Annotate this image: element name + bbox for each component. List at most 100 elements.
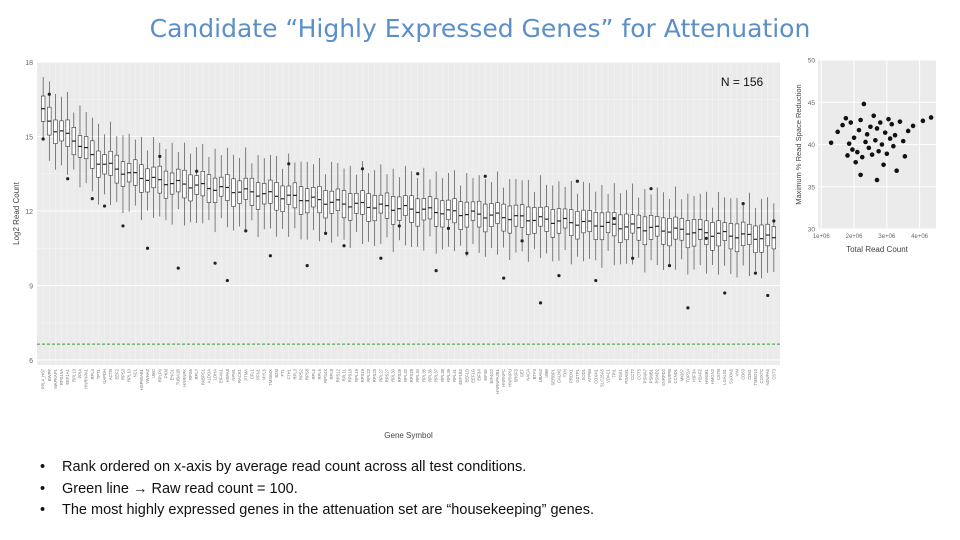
x-axis: PPL4_H87 BWPF MAPKAP1 RPS15A EEF1A1 RPL13 PPIA… bbox=[41, 368, 777, 393]
box bbox=[599, 184, 605, 268]
box bbox=[698, 193, 703, 266]
x-tick-label: SRSF3 bbox=[513, 368, 518, 382]
x-tick-label: 4e+06 bbox=[911, 234, 929, 240]
bullet-text: Green line bbox=[62, 480, 133, 497]
box bbox=[65, 91, 70, 175]
x-tick-label: NPM1 bbox=[231, 368, 236, 380]
x-tick-label: PPL4_H87 bbox=[41, 368, 46, 389]
y-tick-label: 50 bbox=[808, 58, 816, 65]
box bbox=[648, 194, 654, 261]
x-axis: 1e+06 2e+06 3e+06 4e+06 bbox=[813, 234, 929, 240]
box bbox=[114, 136, 119, 203]
box bbox=[243, 147, 248, 231]
scatter-point bbox=[897, 119, 903, 124]
box bbox=[446, 173, 451, 247]
outlier-point bbox=[667, 264, 672, 268]
x-tick-label: RPL32 bbox=[403, 368, 408, 381]
outlier-point bbox=[397, 224, 401, 228]
x-tick-label: HNRNPA2B1 bbox=[495, 368, 500, 393]
box bbox=[765, 197, 770, 273]
x-tick-label: HSP90AB1 bbox=[139, 368, 144, 390]
y-tick-label: 12 bbox=[25, 209, 33, 216]
x-tick-label: PSMD2 bbox=[655, 368, 660, 383]
x-tick-label: RPS19 bbox=[360, 368, 365, 382]
x-tick-label: RPL27 bbox=[378, 368, 383, 381]
x-tick-label: HNRNPA1 bbox=[84, 368, 89, 388]
y-axis: 6 9 12 15 18 bbox=[25, 60, 33, 365]
box bbox=[581, 181, 586, 262]
x-tick-label: EEF1D bbox=[464, 369, 469, 383]
box bbox=[90, 117, 95, 192]
x-tick-label: SET bbox=[520, 369, 525, 378]
box bbox=[354, 174, 359, 232]
x-tick-label: RPL13 bbox=[71, 368, 76, 381]
box bbox=[495, 171, 500, 255]
scatter-point bbox=[881, 162, 886, 168]
x-tick-label: RPL36 bbox=[427, 368, 432, 381]
x-tick-label: CCT5 bbox=[636, 368, 641, 380]
box bbox=[771, 203, 777, 273]
box bbox=[421, 167, 426, 251]
box bbox=[673, 186, 678, 270]
scatter-point bbox=[886, 116, 891, 122]
x-tick-label: TUBA1B bbox=[176, 369, 181, 385]
x-tick-label: RPS29 bbox=[409, 368, 414, 382]
x-tick-label: ENO1 bbox=[170, 368, 175, 380]
scatter-point bbox=[845, 153, 850, 158]
box bbox=[661, 192, 666, 270]
outlier-point bbox=[686, 306, 690, 310]
y-tick-label: 15 bbox=[25, 135, 33, 142]
outlier-point bbox=[538, 301, 543, 305]
box bbox=[741, 202, 746, 266]
box bbox=[102, 134, 107, 195]
box bbox=[747, 192, 752, 277]
box bbox=[440, 178, 445, 250]
x-tick-label: RPS28 bbox=[397, 368, 402, 382]
box-plot-chart: 6 9 12 15 18 N = 156 PPL4_H87 BWPF MAPKAP1 RPS15A… bbox=[12, 60, 780, 440]
x-tick-label: RPL10 bbox=[127, 368, 132, 381]
x-tick-label: CD63 bbox=[741, 368, 746, 379]
box bbox=[360, 161, 365, 244]
x-tick-label: RPL8 bbox=[329, 368, 334, 379]
bullet-item: • The most highly expressed genes in the … bbox=[40, 502, 595, 518]
x-tick-label: RPL30 bbox=[391, 368, 396, 381]
outlier-point bbox=[612, 216, 616, 221]
box bbox=[219, 155, 224, 219]
y-tick-label: 18 bbox=[25, 60, 33, 67]
x-tick-label: PGK1 bbox=[618, 368, 623, 380]
scatter-point bbox=[868, 124, 873, 130]
outlier-point bbox=[483, 174, 487, 178]
x-tick-label: RPL39 bbox=[446, 368, 451, 381]
box bbox=[470, 178, 476, 245]
x-tick-label: MKI67 bbox=[679, 368, 684, 381]
scatter-point bbox=[892, 132, 898, 138]
box bbox=[108, 121, 113, 205]
x-tick-label: CST3 bbox=[771, 368, 776, 379]
x-tick-label: TOP2A bbox=[685, 369, 690, 383]
box bbox=[206, 156, 212, 221]
outlier-point bbox=[244, 229, 248, 233]
box bbox=[305, 161, 310, 240]
x-tick-label: CSTB bbox=[716, 369, 721, 380]
box bbox=[311, 164, 316, 231]
y-axis: 30 35 40 45 50 bbox=[808, 58, 816, 234]
box bbox=[710, 207, 715, 265]
scatter-point bbox=[835, 129, 840, 135]
box bbox=[139, 136, 144, 221]
box bbox=[71, 112, 76, 170]
boxes bbox=[40, 77, 777, 279]
x-tick-label: ACTB bbox=[108, 369, 113, 380]
outlier-point bbox=[225, 278, 229, 283]
box bbox=[753, 207, 758, 271]
box bbox=[145, 150, 150, 211]
x-tick-label: RPL41 bbox=[452, 368, 457, 381]
outlier-point bbox=[434, 269, 438, 273]
box bbox=[237, 157, 242, 227]
box bbox=[722, 197, 727, 266]
x-tick-label: SERBP1 bbox=[550, 368, 555, 385]
x-tick-label: BWPF bbox=[47, 369, 52, 382]
x-tick-label: TMED10 bbox=[753, 368, 758, 385]
x-axis-title: Gene Symbol bbox=[384, 431, 433, 440]
y-axis-title: Maximum % Read Space Reduction bbox=[794, 84, 803, 204]
scatter-point bbox=[869, 152, 875, 157]
